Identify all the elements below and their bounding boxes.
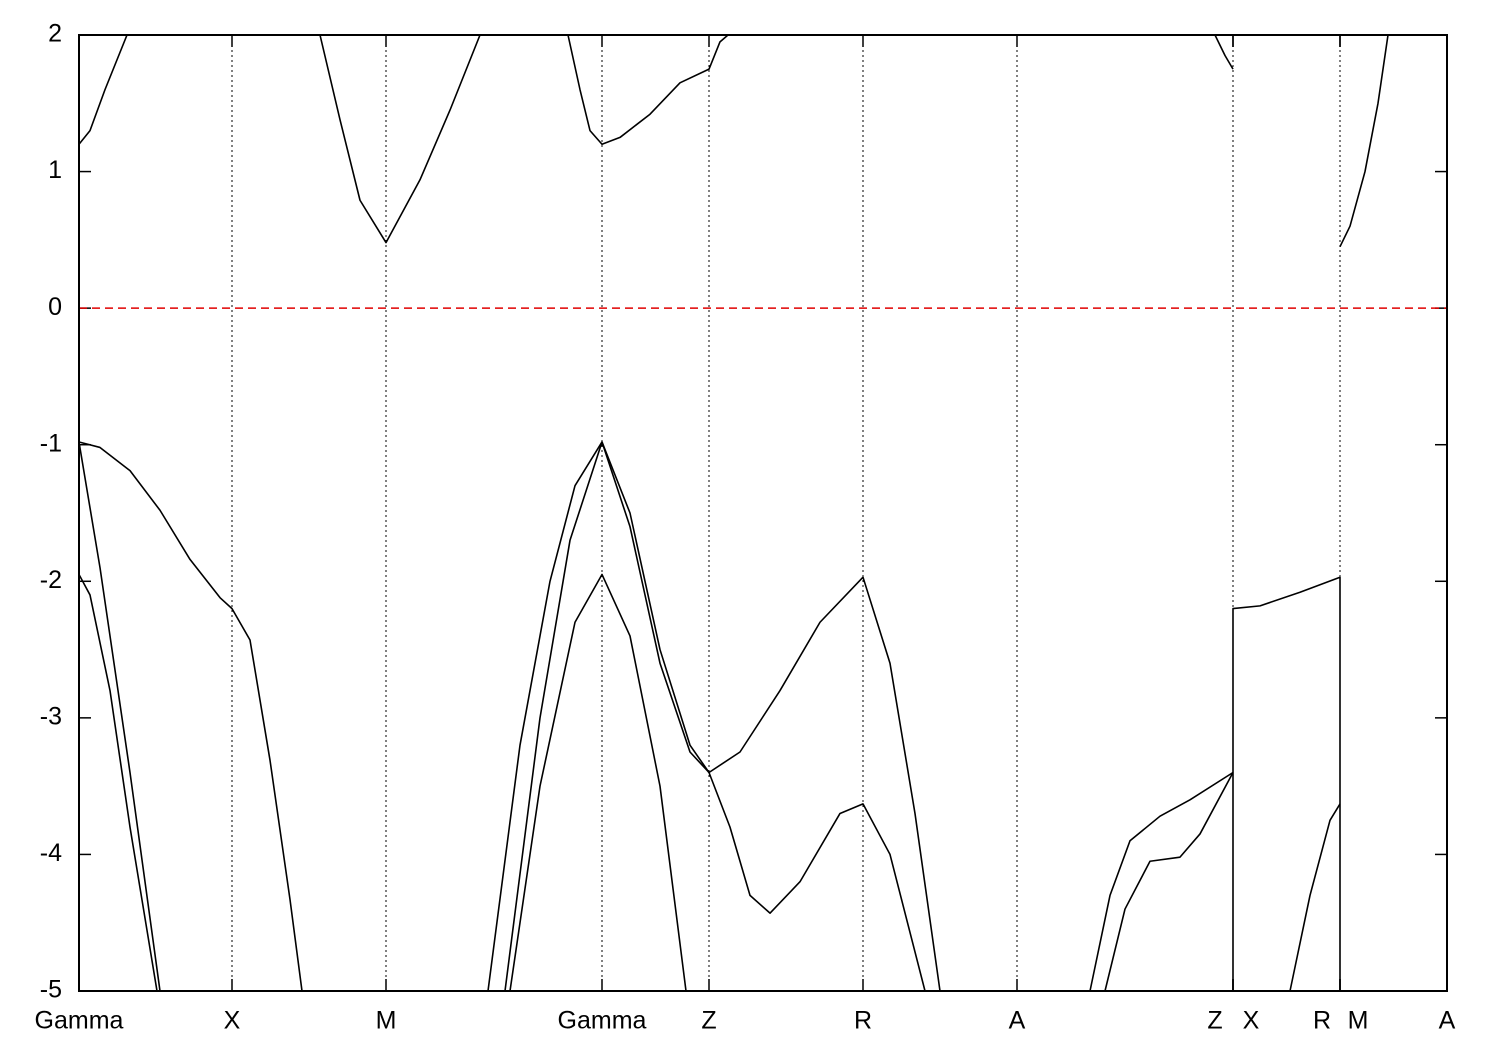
x-tick-label: X xyxy=(1243,1007,1260,1035)
band-line xyxy=(1232,576,1341,991)
y-tick-label: -1 xyxy=(40,429,62,457)
band-line xyxy=(1104,772,1234,991)
x-tick-label: Gamma xyxy=(558,1007,647,1035)
band-line xyxy=(79,441,303,991)
x-tick-label: M xyxy=(376,1007,397,1035)
band-line xyxy=(79,35,128,145)
x-tick-label: X xyxy=(224,1007,241,1035)
y-tick-label: 1 xyxy=(48,156,62,184)
band-line xyxy=(1289,803,1341,991)
band-line xyxy=(319,35,481,244)
plot-frame xyxy=(78,34,1448,992)
bands xyxy=(79,35,1389,991)
x-tick-label: Z xyxy=(1207,1007,1222,1035)
x-tick-label: Gamma xyxy=(35,1007,124,1035)
band-line xyxy=(79,441,161,991)
x-tick-label: R xyxy=(854,1007,872,1035)
band-line xyxy=(1089,771,1234,991)
band-line xyxy=(487,441,941,991)
x-tick-label: Z xyxy=(701,1007,716,1035)
band-line xyxy=(509,573,687,991)
band-line xyxy=(1339,35,1389,248)
band-line xyxy=(79,574,158,991)
y-tick-label: -4 xyxy=(40,839,62,867)
y-tick-label: -2 xyxy=(40,566,62,594)
y-tick-label: -5 xyxy=(40,976,62,1004)
y-tick-label: 2 xyxy=(48,20,62,48)
band-line xyxy=(1214,35,1234,70)
band-line xyxy=(504,441,926,991)
band-line xyxy=(567,35,729,146)
y-tick-label: -3 xyxy=(40,702,62,730)
x-tick-label: R xyxy=(1313,1007,1331,1035)
x-tick-label: M xyxy=(1348,1007,1369,1035)
x-tick-label: A xyxy=(1439,1007,1456,1035)
x-tick-label: A xyxy=(1009,1007,1026,1035)
y-tick-label: 0 xyxy=(48,293,62,321)
